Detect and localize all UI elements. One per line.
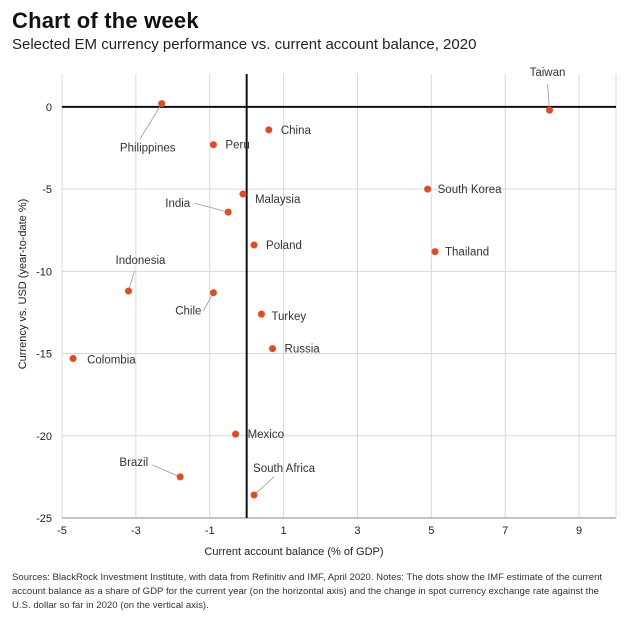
- data-point: [546, 106, 554, 114]
- data-point: [224, 208, 232, 216]
- scatter-chart: -5 -3 -1 1 3 5 7 9 0 -5 -10 -15 -20 -25 Taiwan Philipp…: [17, 67, 617, 558]
- data-point: [232, 430, 240, 438]
- point-label: Turkey: [271, 311, 306, 323]
- point-label: India: [165, 198, 191, 210]
- x-tick-label: 9: [576, 525, 582, 537]
- data-points: [69, 100, 554, 499]
- x-axis-label: Current account balance (% of GDP): [204, 546, 383, 558]
- grid-layer: [61, 74, 617, 519]
- y-tick-label: -5: [42, 184, 52, 196]
- point-label: Russia: [285, 344, 321, 356]
- data-point: [265, 126, 273, 134]
- data-point: [176, 473, 184, 481]
- leader-line: [547, 84, 550, 111]
- y-axis-label: Currency vs. USD (year-to-date %): [17, 199, 29, 370]
- x-tick-label: 5: [428, 525, 434, 537]
- data-point: [69, 354, 77, 362]
- data-point: [209, 289, 217, 297]
- x-tick-label: -3: [131, 525, 141, 537]
- y-tick-label: -25: [36, 513, 52, 525]
- data-point: [431, 248, 439, 256]
- point-label: Indonesia: [116, 255, 166, 267]
- data-point: [124, 287, 132, 295]
- x-tick-label: 7: [502, 525, 508, 537]
- chart-subtitle: Selected EM currency performance vs. cur…: [12, 36, 477, 53]
- point-label: Taiwan: [530, 67, 566, 79]
- leader-lines: [128, 84, 550, 496]
- y-tick-label: -15: [36, 349, 52, 361]
- y-tick-label: -20: [36, 431, 52, 443]
- data-point: [269, 345, 277, 353]
- data-point: [239, 190, 247, 198]
- data-point: [158, 100, 166, 108]
- point-label: Philippines: [120, 143, 176, 155]
- point-label: Poland: [266, 240, 302, 252]
- x-tick-label: 3: [354, 525, 360, 537]
- data-point: [250, 491, 258, 499]
- x-tick-label: -1: [205, 525, 215, 537]
- point-label: Colombia: [87, 354, 136, 366]
- point-label: Brazil: [119, 457, 148, 469]
- source-note: Sources: BlackRock Investment Institute,…: [12, 572, 603, 611]
- chart-title: Chart of the week: [12, 8, 199, 33]
- point-label: China: [281, 125, 312, 137]
- point-label: Malaysia: [255, 194, 301, 206]
- point-label: South Africa: [253, 463, 316, 475]
- x-tick-label: 1: [281, 525, 287, 537]
- leader-line: [139, 103, 163, 140]
- point-label: Peru: [225, 140, 249, 152]
- data-point: [209, 141, 217, 149]
- leader-line: [152, 464, 181, 478]
- data-point: [250, 241, 258, 249]
- point-labels: Taiwan Philippines China Peru South Korea Mal…: [87, 67, 565, 475]
- leader-line: [253, 476, 275, 496]
- point-label: South Korea: [438, 184, 503, 196]
- x-tick-label: -5: [57, 525, 67, 537]
- y-tick-label: -10: [36, 266, 52, 278]
- zero-lines: [62, 74, 616, 518]
- leader-line: [194, 202, 229, 213]
- point-label: Chile: [175, 306, 201, 318]
- y-tick-label: 0: [46, 102, 52, 114]
- data-point: [257, 310, 265, 318]
- tick-labels: -5 -3 -1 1 3 5 7 9 0 -5 -10 -15 -20 -25: [36, 102, 582, 537]
- point-label: Thailand: [445, 247, 489, 259]
- data-point: [424, 185, 432, 193]
- point-label: Mexico: [248, 429, 284, 441]
